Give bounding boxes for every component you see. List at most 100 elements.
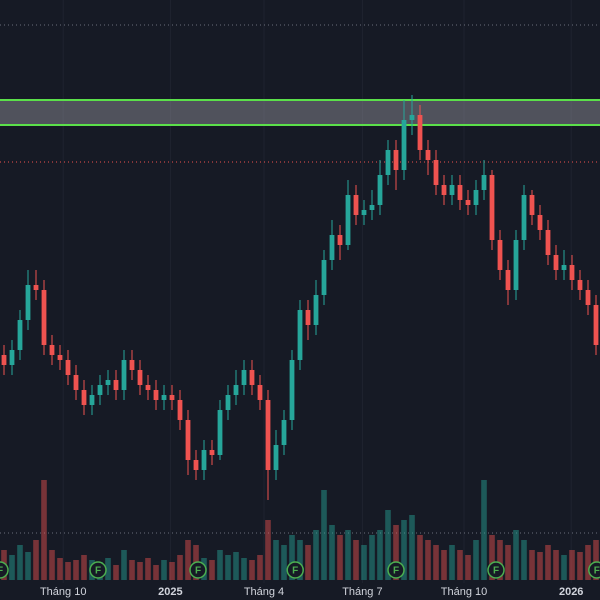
volume-bar <box>577 552 583 580</box>
volume-bar <box>353 540 359 580</box>
candle-body <box>417 115 423 150</box>
volume-bar <box>401 520 407 580</box>
candle-body <box>425 150 431 160</box>
candle-body <box>457 185 463 200</box>
candle-body <box>385 150 391 175</box>
candle-body <box>297 310 303 360</box>
candle-body <box>249 370 255 385</box>
volume-bar <box>305 545 311 580</box>
volume-bar <box>457 550 463 580</box>
event-marker <box>89 561 107 579</box>
candle-body <box>345 195 351 245</box>
event-label: F <box>292 566 298 577</box>
candle-body <box>313 295 319 325</box>
candle-body <box>505 270 511 290</box>
volume-bar <box>561 555 567 580</box>
volume-bar <box>121 550 127 580</box>
volume-bar <box>329 525 335 580</box>
candle-body <box>129 360 135 370</box>
candle-body <box>137 370 143 385</box>
event-marker <box>387 561 405 579</box>
volume-bar <box>409 515 415 580</box>
candle-body <box>185 420 191 460</box>
candle-body <box>481 175 487 190</box>
volume-bar <box>105 558 111 580</box>
candle-body <box>17 320 23 350</box>
candle-body <box>513 240 519 290</box>
volume-bar <box>361 545 367 580</box>
candle-body <box>433 160 439 185</box>
volume-bar <box>41 480 47 580</box>
candle-body <box>73 375 79 390</box>
volume-bar <box>177 555 183 580</box>
volume-bar <box>257 555 263 580</box>
volume-bar <box>249 560 255 580</box>
volume-bar <box>209 560 215 580</box>
volume-bar <box>49 550 55 580</box>
volume-bar <box>33 540 39 580</box>
event-label: F <box>594 566 600 577</box>
volume-bar <box>513 530 519 580</box>
volume-bar <box>233 552 239 580</box>
volume-bar <box>545 545 551 580</box>
candle-body <box>113 380 119 390</box>
volume-bar <box>521 540 527 580</box>
candle-body <box>569 265 575 280</box>
x-tick-label: 2025 <box>158 586 182 598</box>
candle-body <box>409 115 415 120</box>
candle-body <box>201 450 207 470</box>
candle-body <box>193 460 199 470</box>
volume-bar <box>553 550 559 580</box>
volume-bar <box>585 545 591 580</box>
volume-bar <box>137 562 143 580</box>
volume-bar <box>569 550 575 580</box>
candle-body <box>33 285 39 290</box>
candle-body <box>9 350 15 365</box>
volume-bar <box>321 490 327 580</box>
volume-bar <box>273 540 279 580</box>
candle-body <box>57 355 63 360</box>
candle-body <box>377 175 383 205</box>
candle-body <box>305 310 311 325</box>
candle-body <box>145 385 151 390</box>
candle-body <box>353 195 359 215</box>
volume-bar <box>369 535 375 580</box>
candle-body <box>169 395 175 400</box>
event-marker <box>189 561 207 579</box>
volume-bar <box>217 550 223 580</box>
volume-bar <box>377 530 383 580</box>
volume-bar <box>313 530 319 580</box>
volume-bar <box>505 545 511 580</box>
candle-body <box>321 260 327 295</box>
candle-body <box>289 360 295 420</box>
volume-bar <box>17 545 23 580</box>
x-tick-label: Tháng 10 <box>40 586 86 598</box>
volume-bar <box>433 545 439 580</box>
event-marker <box>588 561 600 579</box>
candle-body <box>225 395 231 410</box>
event-marker <box>0 561 9 579</box>
candle-body <box>401 120 407 170</box>
event-label: F <box>393 566 399 577</box>
event-label: F <box>95 566 101 577</box>
event-label: F <box>493 566 499 577</box>
volume-bar <box>281 545 287 580</box>
candle-body <box>209 450 215 455</box>
volume-bar <box>225 555 231 580</box>
candle-body <box>489 175 495 240</box>
candle-body <box>529 195 535 215</box>
volume-bar <box>385 510 391 580</box>
candle-body <box>89 395 95 405</box>
volume-bar <box>73 560 79 580</box>
candle-body <box>553 255 559 270</box>
event-label: F <box>195 566 201 577</box>
candle-body <box>585 290 591 305</box>
candle-body <box>337 235 343 245</box>
x-tick-label: 2026 <box>559 586 583 598</box>
volume-bar <box>337 535 343 580</box>
volume-bar <box>481 480 487 580</box>
volume-bar <box>57 558 63 580</box>
candle-body <box>369 205 375 210</box>
